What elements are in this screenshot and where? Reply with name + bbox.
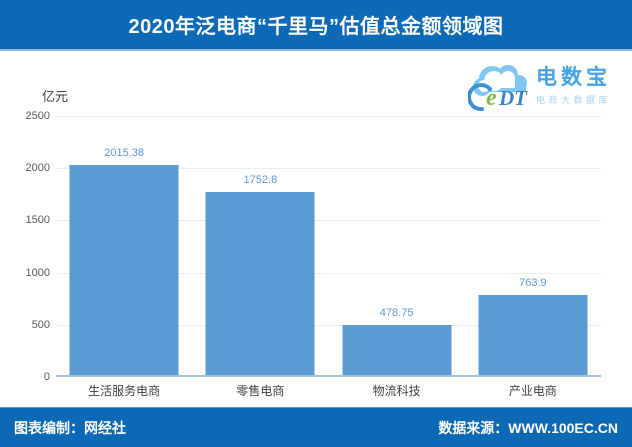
bar-column: 1752.8 零售电商	[192, 116, 328, 398]
gridline	[56, 272, 601, 274]
bar	[69, 164, 179, 375]
plot-area: 2015.38 生活服务电商 1752.8 零售电商 478.75 物流科技 763.9 产业…	[56, 116, 601, 398]
cloud-logo-icon: e DT	[468, 65, 528, 112]
category-label: 生活服务电商	[88, 384, 161, 398]
bar-columns: 2015.38 生活服务电商 1752.8 零售电商 478.75 物流科技 763.9 产业…	[56, 116, 601, 398]
bar-column: 2015.38 生活服务电商	[56, 116, 192, 398]
footer-bar: 图表编制：网经社 数据来源：WWW.100EC.CN	[0, 407, 632, 447]
y-tick-label: 2500	[25, 110, 50, 122]
bar	[478, 295, 588, 375]
gridline	[56, 168, 601, 170]
page-title: 2020年泛电商“千里马”估值总金额领域图	[128, 16, 504, 38]
header-bar: 2020年泛电商“千里马”估值总金额领域图	[0, 0, 632, 51]
bar-value-label: 763.9	[519, 277, 547, 290]
y-tick-label: 0	[43, 371, 50, 383]
gridline	[56, 116, 601, 117]
logo-text: 电数宝 电商大数据库	[536, 66, 611, 106]
bar-value-label: 478.75	[379, 307, 414, 320]
y-axis-ticks: 0 500 1000 1500 2000 2500	[0, 110, 50, 383]
category-label: 零售电商	[236, 384, 285, 398]
bar-value-label: 2015.38	[104, 146, 145, 159]
gridline	[56, 220, 601, 222]
y-tick-label: 1500	[25, 214, 50, 227]
bar-column: 763.9 产业电商	[465, 116, 601, 398]
svg-text:DT: DT	[498, 86, 528, 110]
svg-text:e: e	[486, 85, 497, 111]
y-axis-unit-label: 亿元	[42, 89, 69, 104]
footer-source: 数据来源：WWW.100EC.CN	[438, 419, 618, 436]
logo-name: 电数宝	[536, 66, 611, 89]
bar	[342, 325, 452, 375]
bar-column: 478.75 物流科技	[329, 116, 465, 398]
y-tick-label: 1000	[25, 266, 50, 279]
bar-value-label: 1752.8	[243, 174, 278, 187]
category-label: 产业电商	[508, 384, 557, 398]
category-label: 物流科技	[372, 384, 421, 398]
footer-credit: 图表编制：网经社	[14, 419, 126, 436]
y-tick-label: 2000	[25, 162, 50, 175]
edt-logo: e DT 电数宝 电商大数据库	[468, 56, 620, 116]
bar	[205, 192, 315, 375]
logo-subtitle: 电商大数据库	[536, 95, 612, 105]
y-tick-label: 500	[31, 318, 50, 331]
gridline	[56, 324, 601, 326]
